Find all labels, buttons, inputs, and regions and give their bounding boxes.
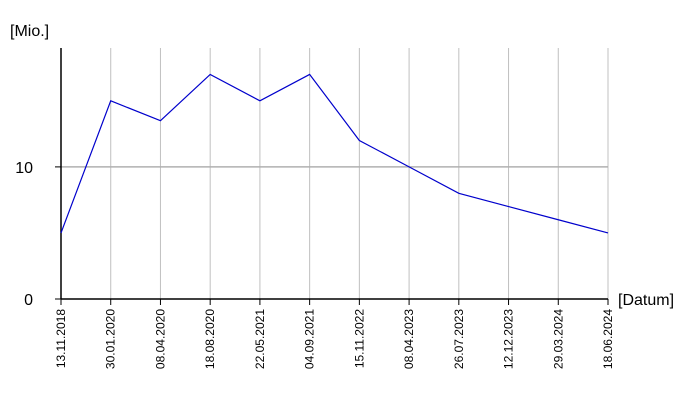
x-tick-label: 13.11.2018 [54,309,68,368]
y-tick-label: 10 [15,160,33,177]
y-tick-label: 0 [24,292,33,309]
x-tick-label: 22.05.2021 [253,309,267,369]
x-tick-label: 15.11.2022 [352,309,366,368]
x-tick-label: 18.06.2024 [601,309,615,369]
x-tick-label: 08.04.2023 [402,309,416,369]
x-tick-label: 26.07.2023 [452,309,466,369]
y-axis-label: [Mio.] [10,23,49,40]
x-tick-label: 29.03.2024 [551,309,565,369]
x-axis-label: [Datum] [618,292,674,309]
data-line [60,73,609,234]
x-tick-label: 12.12.2023 [502,309,516,369]
x-tick-label: 04.09.2021 [303,309,317,369]
x-tick-label: 30.01.2020 [104,309,118,369]
x-tick-label: 08.04.2020 [153,309,167,369]
x-tick-label: 18.08.2020 [203,309,217,369]
